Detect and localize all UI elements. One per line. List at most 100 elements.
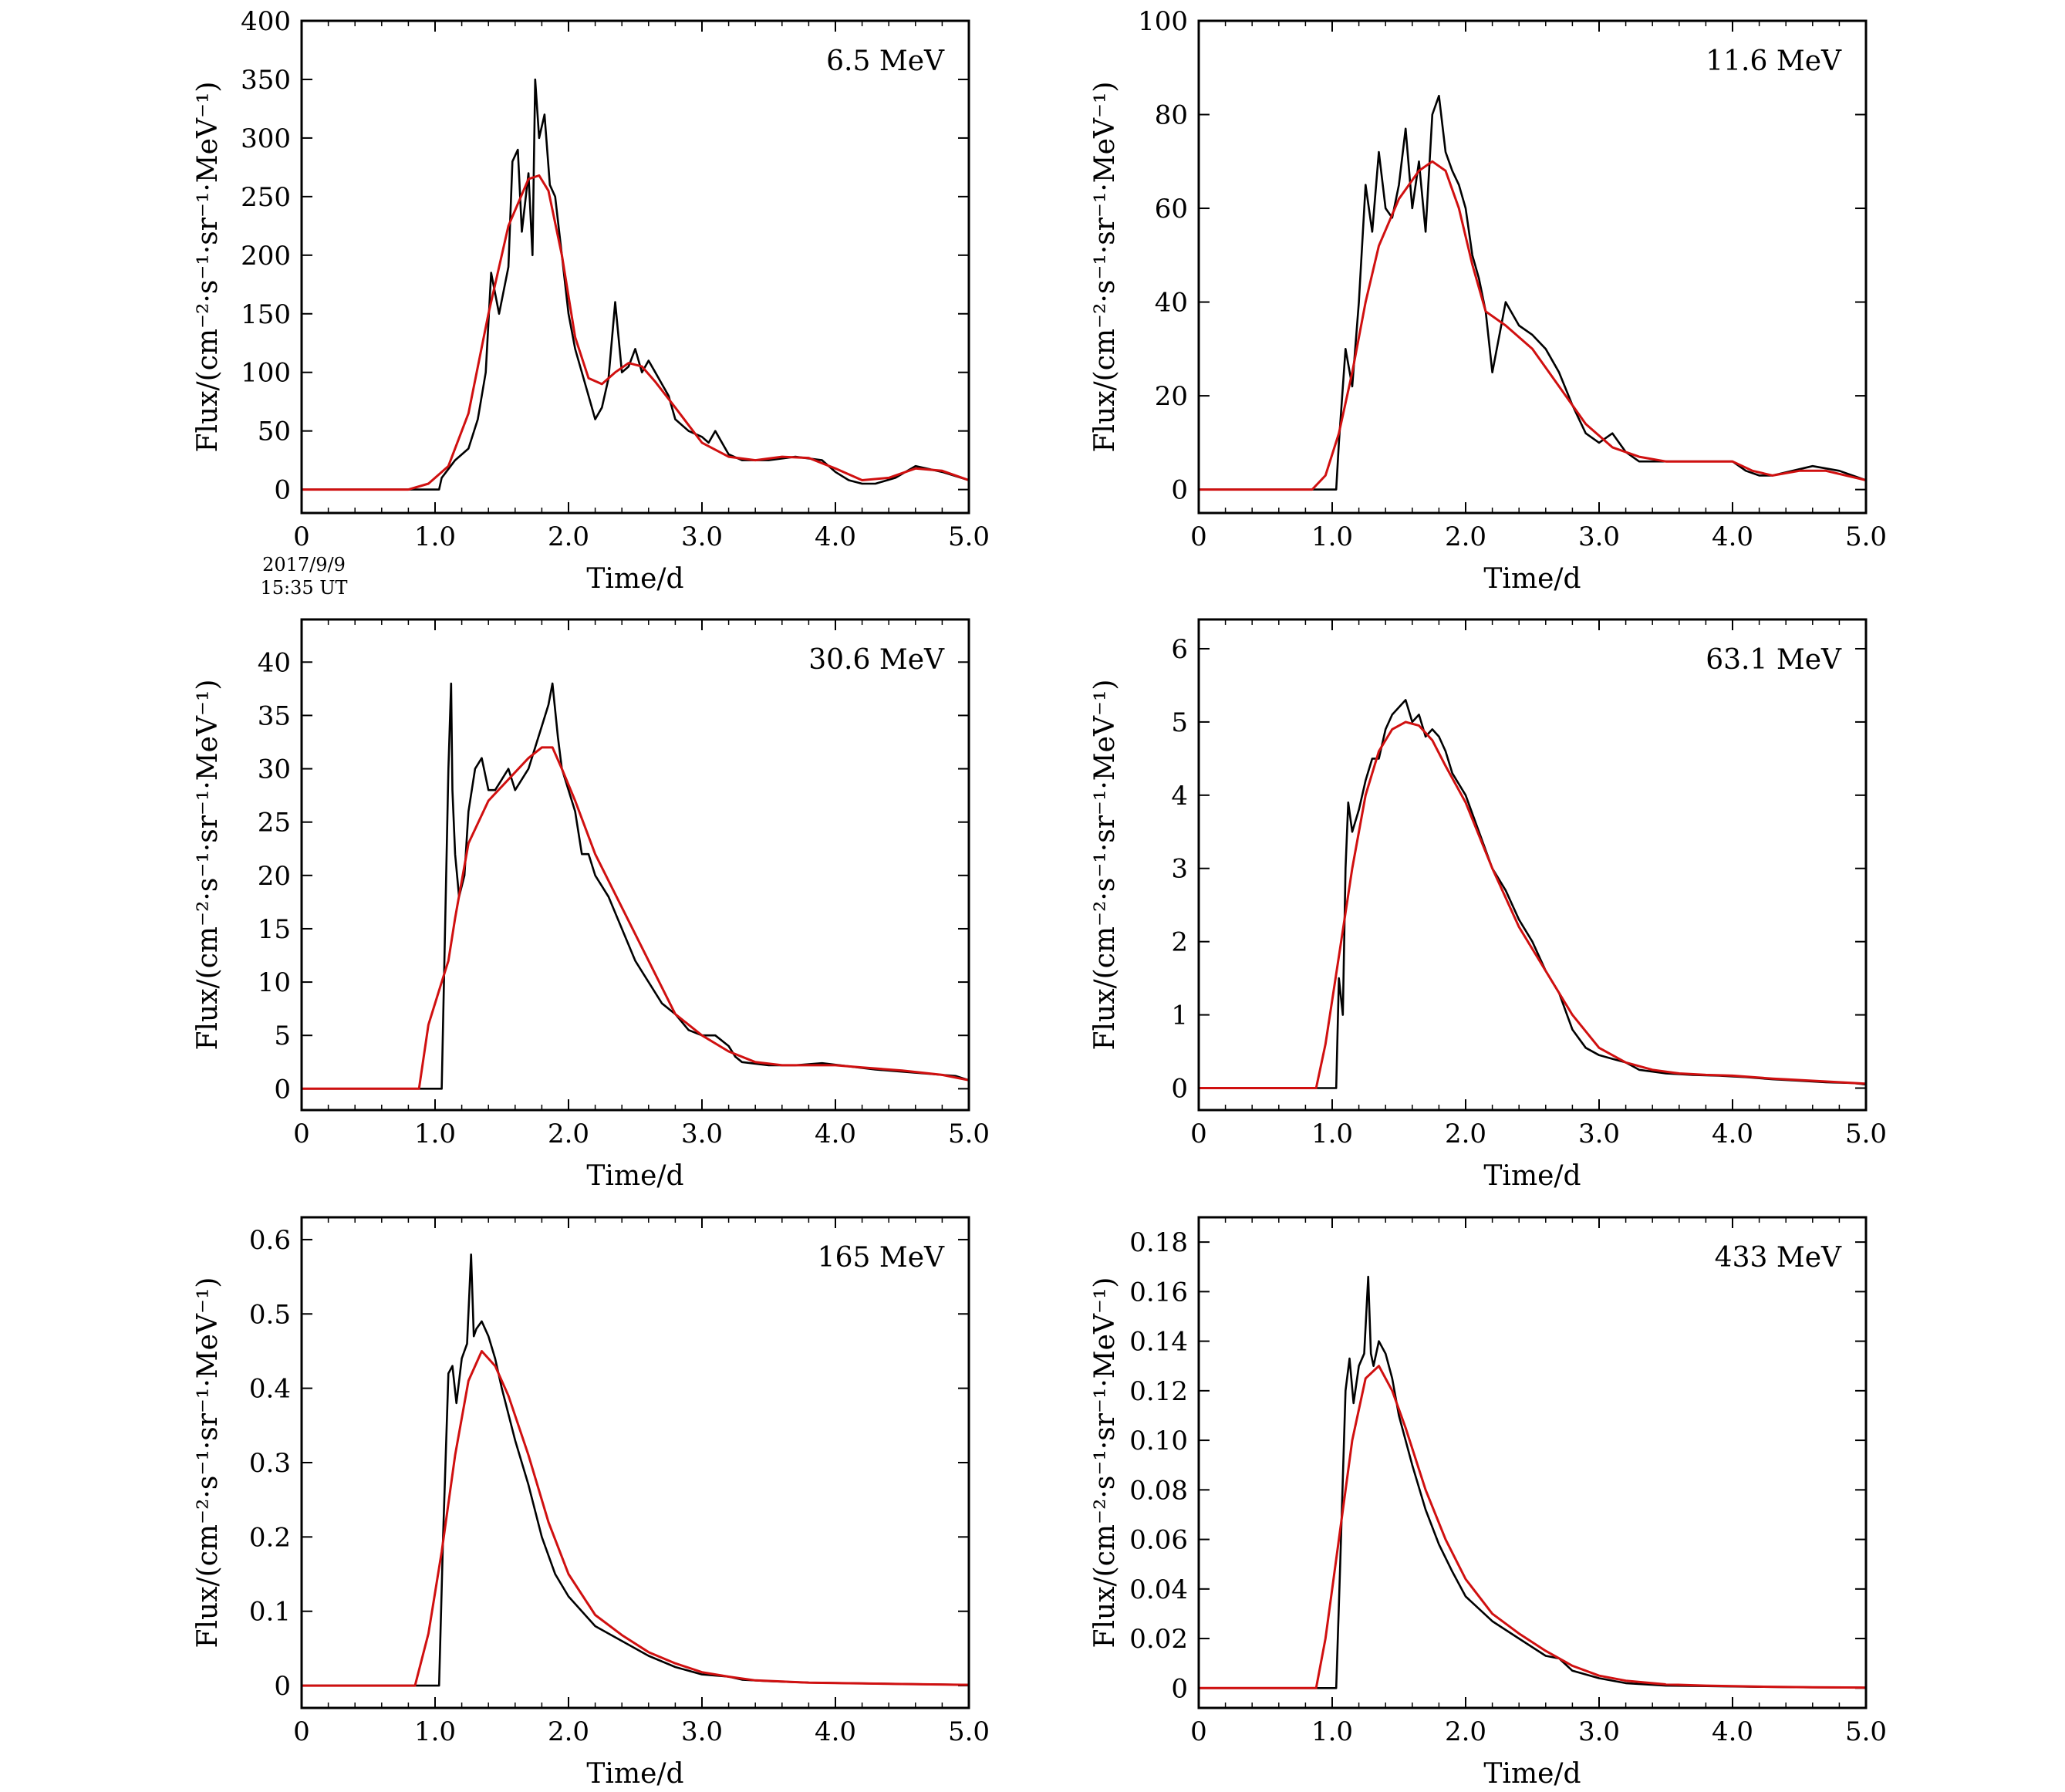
y-axis-title: Flux/(cm⁻²·s⁻¹·sr⁻¹·MeV⁻¹): [192, 82, 224, 453]
x-axis-title: Time/d: [586, 1758, 683, 1790]
x-tick-label: 1.0: [1311, 1119, 1353, 1149]
y-tick-label: 0.16: [1129, 1277, 1188, 1308]
x-tick-label: 3.0: [1578, 1716, 1620, 1747]
y-axis-title: Flux/(cm⁻²·s⁻¹·sr⁻¹·MeV⁻¹): [1089, 1277, 1121, 1649]
observed-series-line: [302, 1253, 969, 1687]
x-tick-label: 4.0: [1712, 1119, 1753, 1149]
y-tick-label: 0.02: [1129, 1624, 1188, 1655]
y-axis-title: Flux/(cm⁻²·s⁻¹·sr⁻¹·MeV⁻¹): [1089, 680, 1121, 1051]
observed-series-line: [1199, 94, 1866, 491]
y-tick-label: 20: [258, 861, 291, 892]
x-tick-label: 0: [293, 1119, 310, 1149]
energy-label: 433 MeV: [1715, 1242, 1842, 1274]
x-tick-label: 3.0: [1578, 521, 1620, 552]
x-tick-label: 4.0: [815, 521, 856, 552]
x-tick-label: 5.0: [948, 521, 990, 552]
y-tick-label: 100: [241, 358, 291, 389]
y-tick-label: 50: [258, 417, 291, 447]
y-tick-label: 15: [258, 914, 291, 945]
fit-series-line: [1199, 721, 1866, 1089]
y-tick-label: 0: [274, 475, 291, 506]
energy-label: 6.5 MeV: [826, 46, 945, 77]
y-tick-label: 0.08: [1129, 1475, 1188, 1506]
x-axis-title: Time/d: [586, 563, 683, 595]
x-tick-label: 5.0: [948, 1119, 990, 1149]
y-tick-label: 40: [1155, 288, 1188, 319]
x-tick-label: 1.0: [414, 1716, 456, 1747]
y-axis-title: Flux/(cm⁻²·s⁻¹·sr⁻¹·MeV⁻¹): [192, 1277, 224, 1649]
x-tick-label: 2.0: [548, 521, 589, 552]
y-tick-label: 0.2: [249, 1522, 291, 1553]
y-tick-label: 250: [241, 182, 291, 213]
x-tick-label: 0: [293, 1716, 310, 1747]
y-tick-label: 30: [258, 754, 291, 785]
energy-label: 11.6 MeV: [1706, 46, 1842, 77]
x-tick-label: 0: [1190, 1716, 1207, 1747]
plot-frame: [1197, 618, 1868, 1112]
y-tick-label: 35: [258, 700, 291, 731]
x-tick-label: 4.0: [815, 1119, 856, 1149]
x-tick-label: 1.0: [1311, 1716, 1353, 1747]
y-tick-label: 10: [258, 967, 291, 998]
x-axis-title: Time/d: [586, 1160, 683, 1192]
y-tick-label: 0.06: [1129, 1525, 1188, 1556]
x-axis-title: Time/d: [1483, 1758, 1581, 1790]
y-tick-label: 0.5: [249, 1299, 291, 1330]
y-tick-label: 0.6: [249, 1225, 291, 1256]
y-tick-label: 0.1: [249, 1597, 291, 1628]
y-tick-label: 0.14: [1129, 1327, 1188, 1358]
observed-series-line: [302, 682, 969, 1090]
y-tick-label: 300: [241, 123, 291, 154]
y-tick-label: 60: [1155, 194, 1188, 224]
x-tick-label: 5.0: [948, 1716, 990, 1747]
y-tick-label: 200: [241, 241, 291, 272]
x-tick-label: 5.0: [1845, 1119, 1887, 1149]
panel-6: 0 1.0 2.0 3.0 4.0 5.0 0 0.02 0.04 0.06 0.08 0.10 0.1…: [1089, 1216, 1887, 1790]
x-tick-label: 1.0: [414, 1119, 456, 1149]
x-tick-label: 0: [293, 521, 310, 552]
fit-series-line: [302, 1350, 969, 1687]
plot-frame: [1197, 1216, 1868, 1709]
y-tick-label: 100: [1138, 6, 1188, 37]
y-tick-label: 0.3: [249, 1448, 291, 1479]
y-tick-label: 5: [274, 1021, 291, 1051]
y-tick-label: 0: [1171, 1074, 1188, 1105]
x-tick-label: 2.0: [1445, 1119, 1486, 1149]
y-tick-label: 0: [1171, 1673, 1188, 1704]
plot-frame: [300, 618, 970, 1112]
panel-3: 0 1.0 2.0 3.0 4.0 5.0 0 5 10 15 20 25 30 35 40 30.6 MeV…: [192, 618, 990, 1192]
y-tick-label: 0: [274, 1074, 291, 1105]
y-tick-label: 0.4: [249, 1374, 291, 1405]
y-tick-label: 6: [1171, 634, 1188, 665]
y-tick-label: 0.18: [1129, 1227, 1188, 1258]
x-tick-label: 2.0: [548, 1716, 589, 1747]
y-tick-label: 25: [258, 808, 291, 839]
x-tick-label: 3.0: [681, 1119, 723, 1149]
y-tick-label: 0.04: [1129, 1574, 1188, 1605]
x-tick-label: 5.0: [1845, 521, 1887, 552]
y-tick-label: 0.12: [1129, 1376, 1188, 1407]
energy-label: 165 MeV: [818, 1242, 945, 1274]
x-tick-label: 4.0: [815, 1716, 856, 1747]
panel-1: 0 1.0 2.0 3.0 4.0 5.0 0 50 100 150 200 250 300 350 400…: [192, 6, 990, 595]
x-tick-label: 1.0: [414, 521, 456, 552]
y-tick-label: 1: [1171, 1001, 1188, 1031]
y-axis-title: Flux/(cm⁻²·s⁻¹·sr⁻¹·MeV⁻¹): [192, 680, 224, 1051]
y-tick-label: 4: [1171, 781, 1188, 812]
x-tick-label: 4.0: [1712, 1716, 1753, 1747]
y-tick-label: 150: [241, 299, 291, 330]
start-time-label: 15:35 UT: [260, 577, 347, 599]
x-tick-label: 0: [1190, 521, 1207, 552]
panel-4: 0 1.0 2.0 3.0 4.0 5.0 0 1 2 3 4 5 6 63.1 MeV Time/d Flu…: [1089, 618, 1887, 1192]
observed-series-line: [1199, 1275, 1866, 1689]
energy-label: 63.1 MeV: [1706, 644, 1842, 676]
y-tick-label: 0.10: [1129, 1426, 1188, 1456]
y-axis-title: Flux/(cm⁻²·s⁻¹·sr⁻¹·MeV⁻¹): [1089, 82, 1121, 453]
fit-series-line: [302, 174, 969, 491]
x-tick-label: 3.0: [681, 521, 723, 552]
plot-frame: [1197, 19, 1868, 515]
fit-series-line: [302, 746, 969, 1090]
x-axis-title: Time/d: [1483, 1160, 1581, 1192]
panel-5: 0 1.0 2.0 3.0 4.0 5.0 0 0.1 0.2 0.3 0.4 0.5 0.6 165 M…: [192, 1216, 990, 1790]
